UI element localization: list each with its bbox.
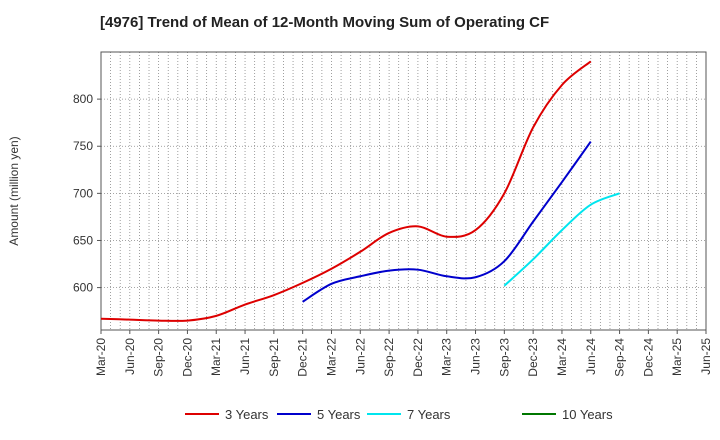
y-axis: 600 650 700 750 800 — [73, 92, 101, 295]
x-tick-label: Jun-23 — [469, 338, 483, 375]
x-tick-label: Sep-21 — [267, 338, 281, 377]
x-tick-label: Mar-21 — [209, 338, 223, 376]
x-tick-label: Sep-22 — [382, 338, 396, 377]
x-tick-label: Dec-22 — [411, 338, 425, 377]
x-tick-label: Jun-21 — [238, 338, 252, 375]
legend-label-10-years: 10 Years — [562, 407, 613, 422]
legend: 3 Years 5 Years 7 Years 10 Years — [185, 407, 613, 422]
y-tick-label: 600 — [73, 281, 93, 295]
x-axis: Mar-20 Jun-20 Sep-20 Dec-20 Mar-21 Jun-21 Sep-… — [94, 330, 713, 377]
x-tick-label: Jun-22 — [353, 338, 367, 375]
x-tick-label: Dec-23 — [526, 338, 540, 377]
plot-frame — [100, 51, 707, 331]
legend-label-5-years: 5 Years — [317, 407, 361, 422]
x-tick-label: Sep-23 — [497, 338, 511, 377]
y-tick-label: 700 — [73, 186, 93, 200]
y-tick-label: 650 — [73, 233, 93, 247]
x-tick-label: Sep-24 — [613, 338, 627, 377]
series-line-3-years — [100, 60, 592, 322]
x-tick-label: Jun-24 — [584, 338, 598, 375]
series-layer — [100, 60, 620, 322]
grid-layer — [101, 52, 706, 330]
x-tick-label: Jun-25 — [699, 338, 713, 375]
legend-label-7-years: 7 Years — [407, 407, 451, 422]
y-tick-label: 750 — [73, 139, 93, 153]
series-line-7-years — [503, 192, 620, 287]
x-tick-label: Mar-24 — [555, 338, 569, 376]
x-tick-label: Mar-22 — [324, 338, 338, 376]
y-tick-label: 800 — [73, 92, 93, 106]
x-tick-label: Dec-24 — [641, 338, 655, 377]
x-tick-label: Mar-20 — [94, 338, 108, 376]
x-tick-label: Jun-20 — [123, 338, 137, 375]
series-line-5-years — [302, 140, 592, 303]
x-tick-label: Mar-25 — [670, 338, 684, 376]
x-tick-label: Mar-23 — [440, 338, 454, 376]
y-axis-label: Amount (million yen) — [7, 136, 21, 245]
x-tick-label: Dec-21 — [296, 338, 310, 377]
x-tick-label: Dec-20 — [180, 338, 194, 377]
legend-label-3-years: 3 Years — [225, 407, 269, 422]
chart-title: [4976] Trend of Mean of 12-Month Moving … — [100, 14, 550, 31]
x-tick-label: Sep-20 — [152, 338, 166, 377]
